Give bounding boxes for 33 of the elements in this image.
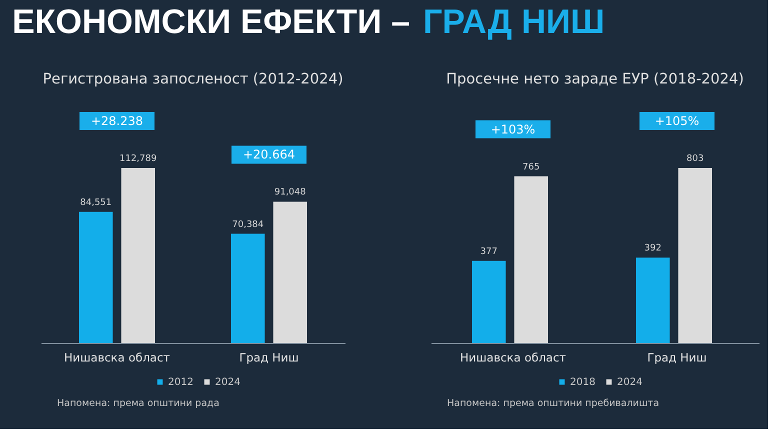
text: Напомена: према општини пребивалишта	[447, 398, 660, 409]
data-label: 91,048	[274, 188, 306, 198]
legend-label: 2018	[570, 377, 596, 388]
legend-label: 2024	[617, 377, 642, 388]
chart-title: Регистрована запосленост (2012-2024)	[42, 72, 344, 88]
chart-title: Просечне нето зараде ЕУР (2018-2024)	[446, 72, 744, 88]
text: +103%	[490, 122, 536, 136]
bar	[273, 202, 307, 343]
data-label: 392	[644, 244, 662, 254]
text: +105%	[654, 114, 700, 128]
bar	[678, 168, 712, 343]
x-tick-label: Град Ниш	[647, 350, 707, 364]
bar	[121, 168, 155, 343]
data-label: 765	[522, 162, 540, 172]
data-label: 84,551	[80, 198, 112, 208]
bar	[472, 260, 506, 343]
data-label: 70,384	[232, 220, 264, 230]
text: ЕКОНОМСКИ ЕФЕКТИ – ГРАД НИШ	[12, 3, 605, 41]
data-label: 112,789	[120, 154, 157, 164]
legend-label: 2012	[168, 377, 194, 388]
x-tick-label: Нишавска област	[64, 350, 170, 364]
bar	[636, 258, 670, 343]
data-label: 377	[480, 246, 498, 257]
legend-label: 2024	[215, 377, 240, 388]
bar	[514, 176, 548, 343]
text: +20.664	[242, 148, 296, 162]
text: +28.238	[90, 114, 144, 128]
bar	[231, 234, 265, 343]
x-tick-label: Нишавска област	[460, 350, 566, 364]
text: Напомена: према општини рада	[57, 398, 220, 409]
x-tick-label: Град Ниш	[239, 350, 299, 364]
data-label: 803	[686, 154, 704, 164]
bar	[79, 212, 113, 343]
